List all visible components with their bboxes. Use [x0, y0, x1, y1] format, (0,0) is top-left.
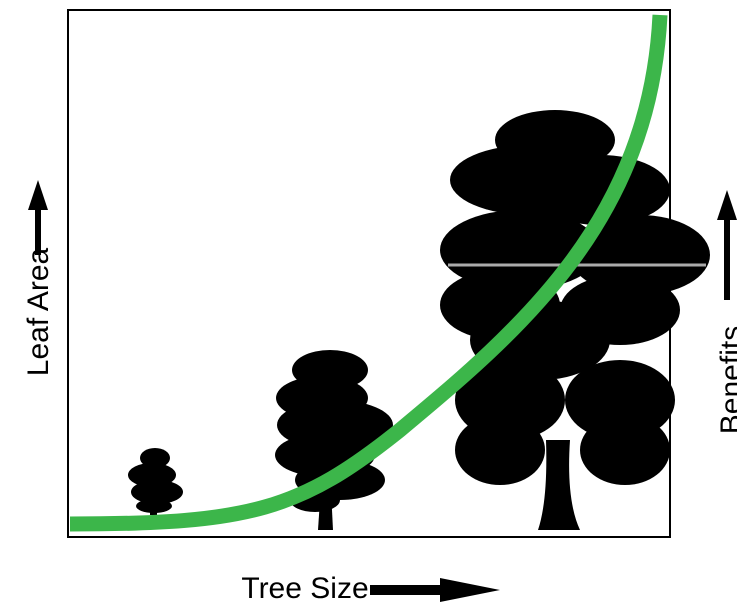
y2-axis-label: Benefits: [715, 326, 737, 434]
page: Leaf Area Benefits Tree Size (() => { co…: [0, 0, 737, 605]
x-axis-arrow: [370, 578, 500, 602]
diagram: Leaf Area Benefits Tree Size: [0, 0, 737, 605]
y-axis-label: Leaf Area: [22, 247, 55, 376]
y-axis-arrow: [28, 180, 48, 255]
x-axis-label: Tree Size: [241, 572, 368, 605]
y2-axis-arrow: [717, 190, 737, 300]
